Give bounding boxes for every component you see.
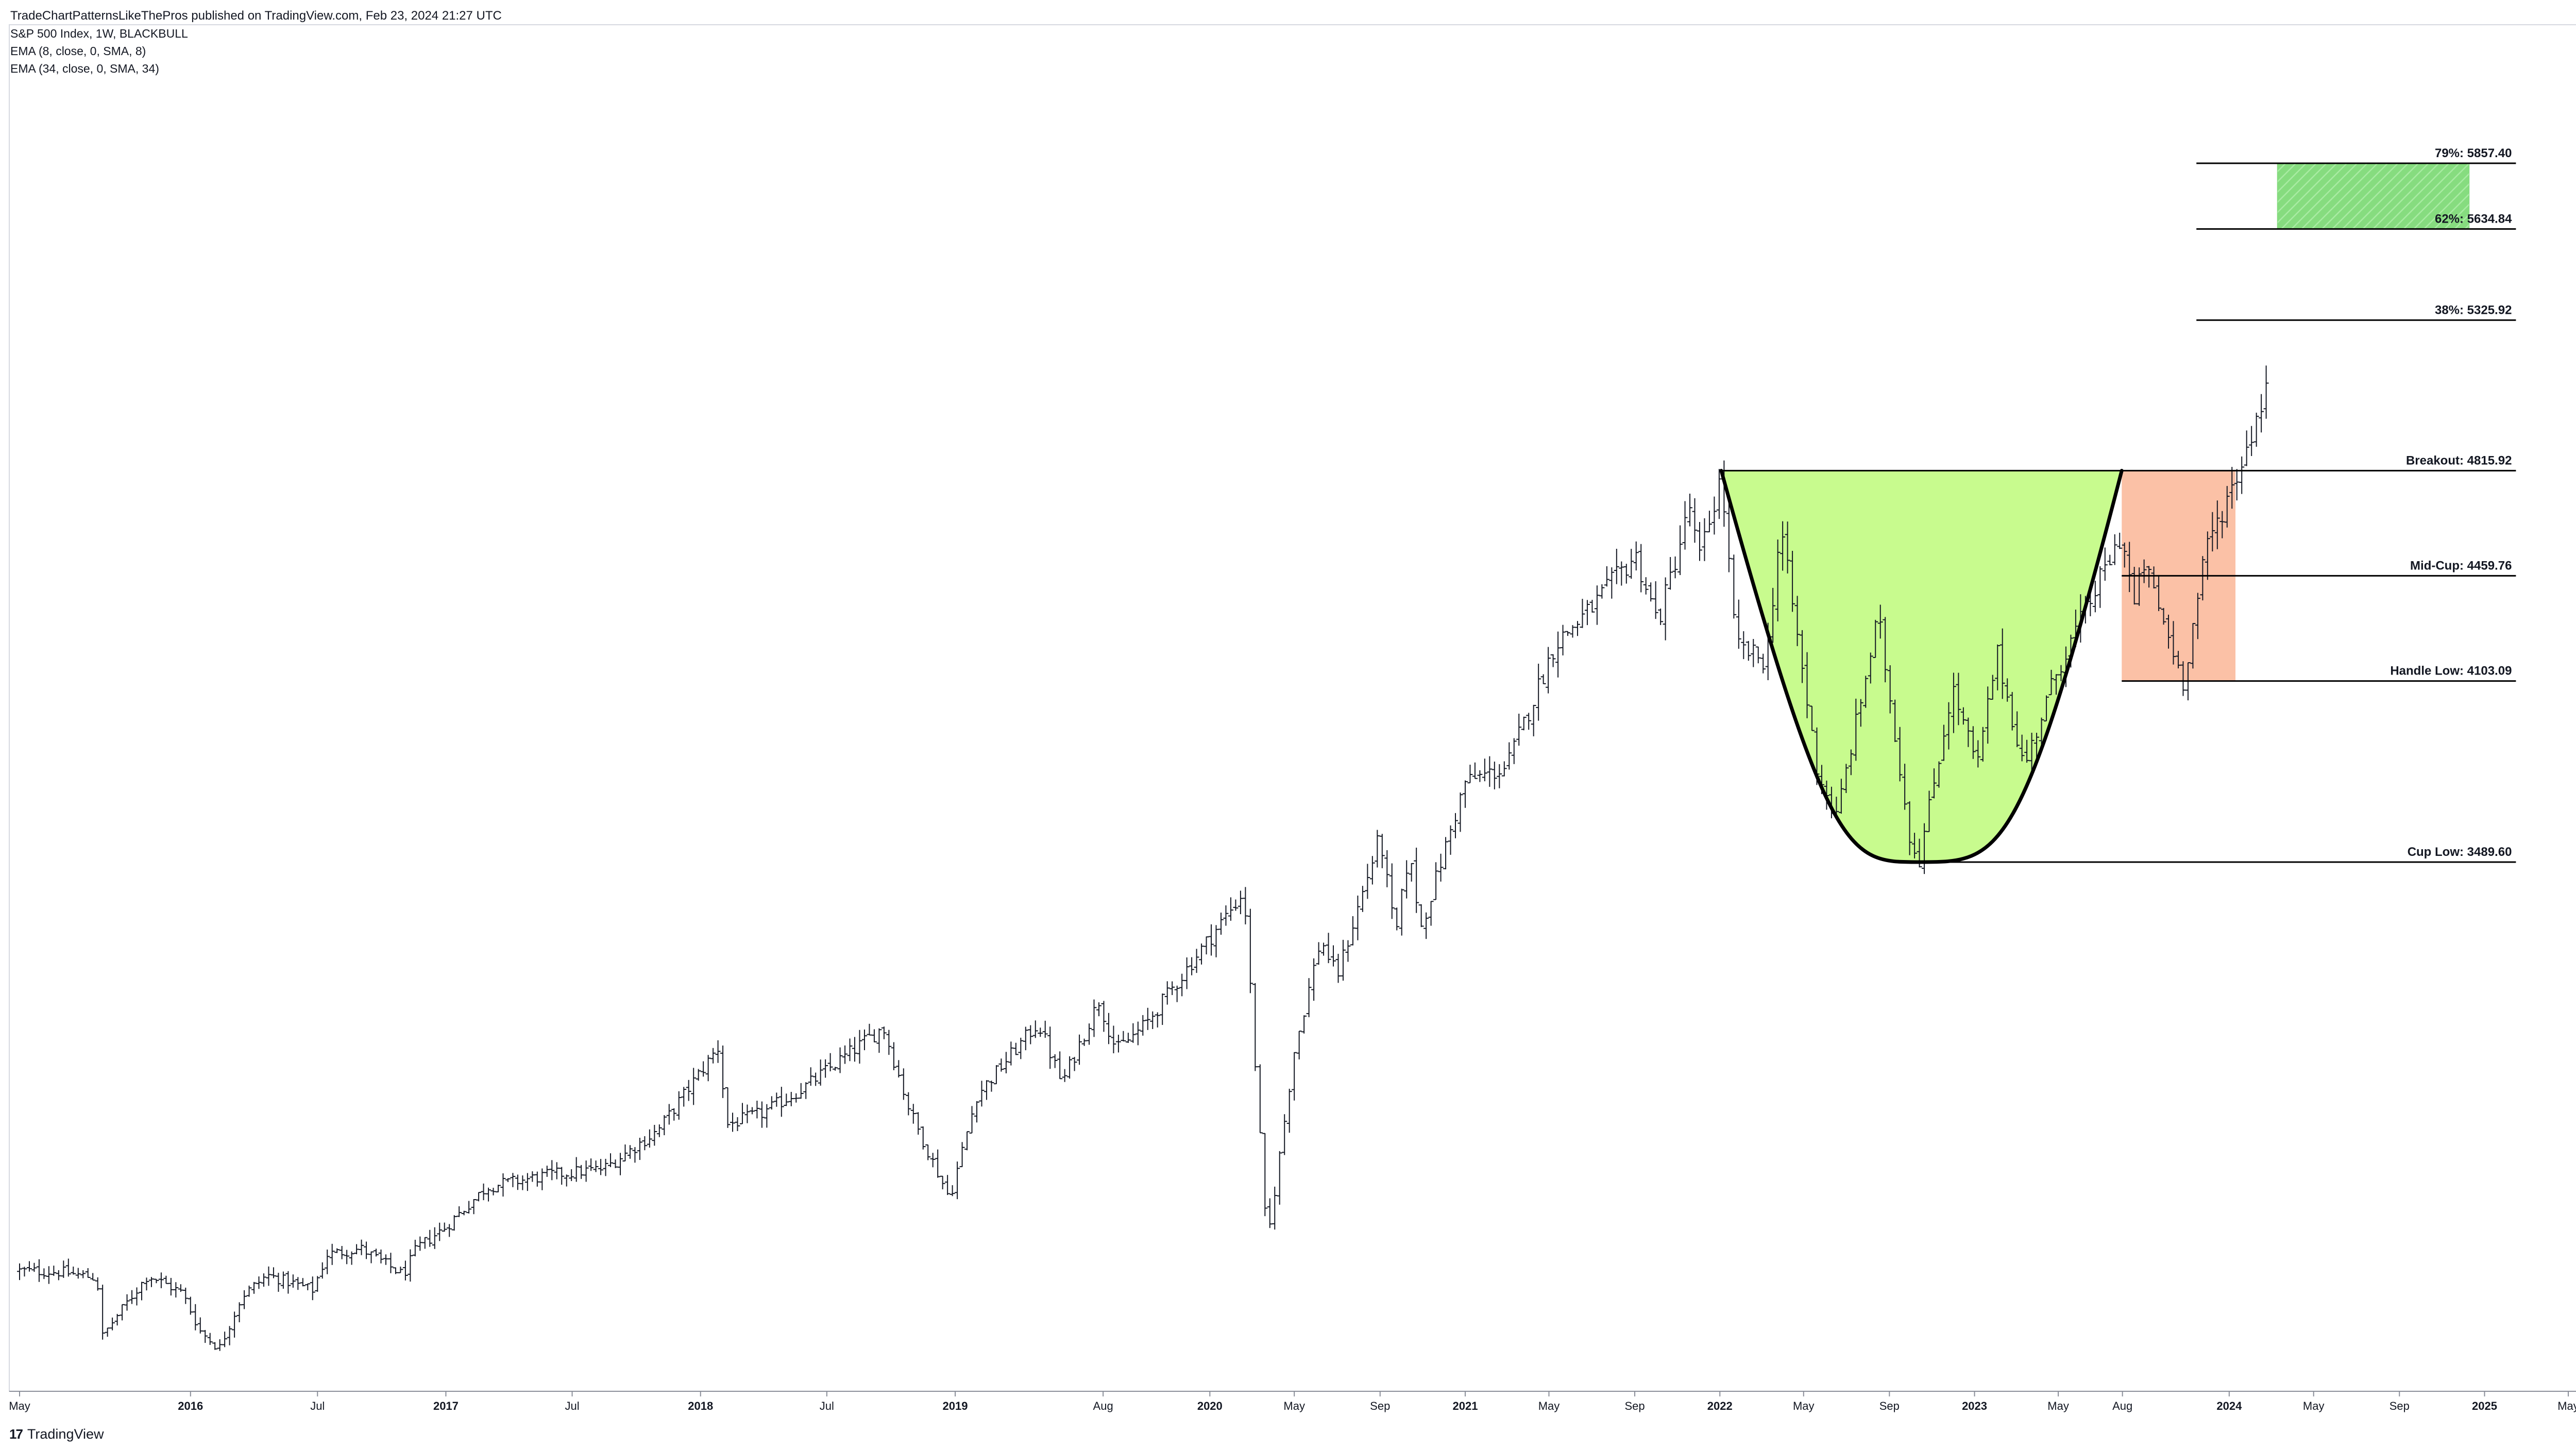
x-tick-label: May [2303, 1400, 2325, 1412]
level-label: 79%: 5857.40 [2435, 146, 2512, 160]
symbol-legend[interactable]: S&P 500 Index, 1W, BLACKBULL [10, 27, 188, 40]
x-tick-label: May [1538, 1400, 1560, 1412]
footer: 17 TradingView [9, 1426, 104, 1442]
level-label: Breakout: 4815.92 [2406, 453, 2512, 467]
x-tick-label: Sep [1370, 1400, 1390, 1412]
x-tick-label: Aug [2112, 1400, 2132, 1412]
publish-info: TradeChartPatternsLikeThePros published … [10, 9, 502, 23]
x-tick-label: 2017 [433, 1400, 459, 1412]
x-tick-label: Sep [1624, 1400, 1645, 1412]
chart-header: TradeChartPatternsLikeThePros published … [10, 7, 502, 77]
x-tick-label: 2021 [1452, 1400, 1478, 1412]
x-tick-label: 2025 [2472, 1400, 2497, 1412]
level-label: 62%: 5634.84 [2435, 212, 2512, 226]
level-label: Mid-Cup: 4459.76 [2410, 559, 2512, 572]
x-tick-label: Jul [310, 1400, 325, 1412]
x-tick-label: May [9, 1400, 30, 1412]
target-zone [2277, 163, 2470, 229]
x-tick-label: Jul [565, 1400, 579, 1412]
levels-layer: 79%: 5857.40 62%: 5634.84 38%: 5325.92 Brea… [1721, 146, 2516, 863]
x-tick-label: May [1283, 1400, 1305, 1412]
level-label: Handle Low: 4103.09 [2390, 664, 2512, 678]
ema-34-legend[interactable]: EMA (34, close, 0, SMA, 34) [10, 62, 159, 75]
x-tick-label: 2020 [1197, 1400, 1223, 1412]
x-tick-label: 2022 [1707, 1400, 1733, 1412]
x-tick-label: 2018 [688, 1400, 713, 1412]
plot-frame [9, 24, 2576, 1392]
zones-layer [1721, 163, 2470, 862]
x-tick-label: 2019 [943, 1400, 968, 1412]
x-tick-label: Sep [2389, 1400, 2410, 1412]
x-tick-label: Jul [820, 1400, 834, 1412]
tradingview-logo-icon: 17 [9, 1426, 23, 1442]
footer-brand[interactable]: TradingView [27, 1426, 104, 1442]
x-tick-label: Sep [1879, 1400, 1900, 1412]
x-tick-label: Aug [1093, 1400, 1113, 1412]
x-tick-label: 2023 [1962, 1400, 1987, 1412]
x-tick-label: 2024 [2216, 1400, 2242, 1412]
cup-curve [1719, 468, 2124, 864]
x-tick-label: May [2557, 1400, 2576, 1412]
ema-8-legend[interactable]: EMA (8, close, 0, SMA, 8) [10, 44, 146, 58]
x-tick-label: May [2047, 1400, 2069, 1412]
x-tick-label: 2016 [178, 1400, 203, 1412]
cup-fill [1721, 470, 2122, 862]
level-label: 38%: 5325.92 [2435, 303, 2512, 317]
level-label: Cup Low: 3489.60 [2408, 845, 2512, 859]
x-tick-label: May [1793, 1400, 1815, 1412]
axes-layer: USD1800.001900.002000.002100.002200.0023… [9, 24, 2576, 1412]
